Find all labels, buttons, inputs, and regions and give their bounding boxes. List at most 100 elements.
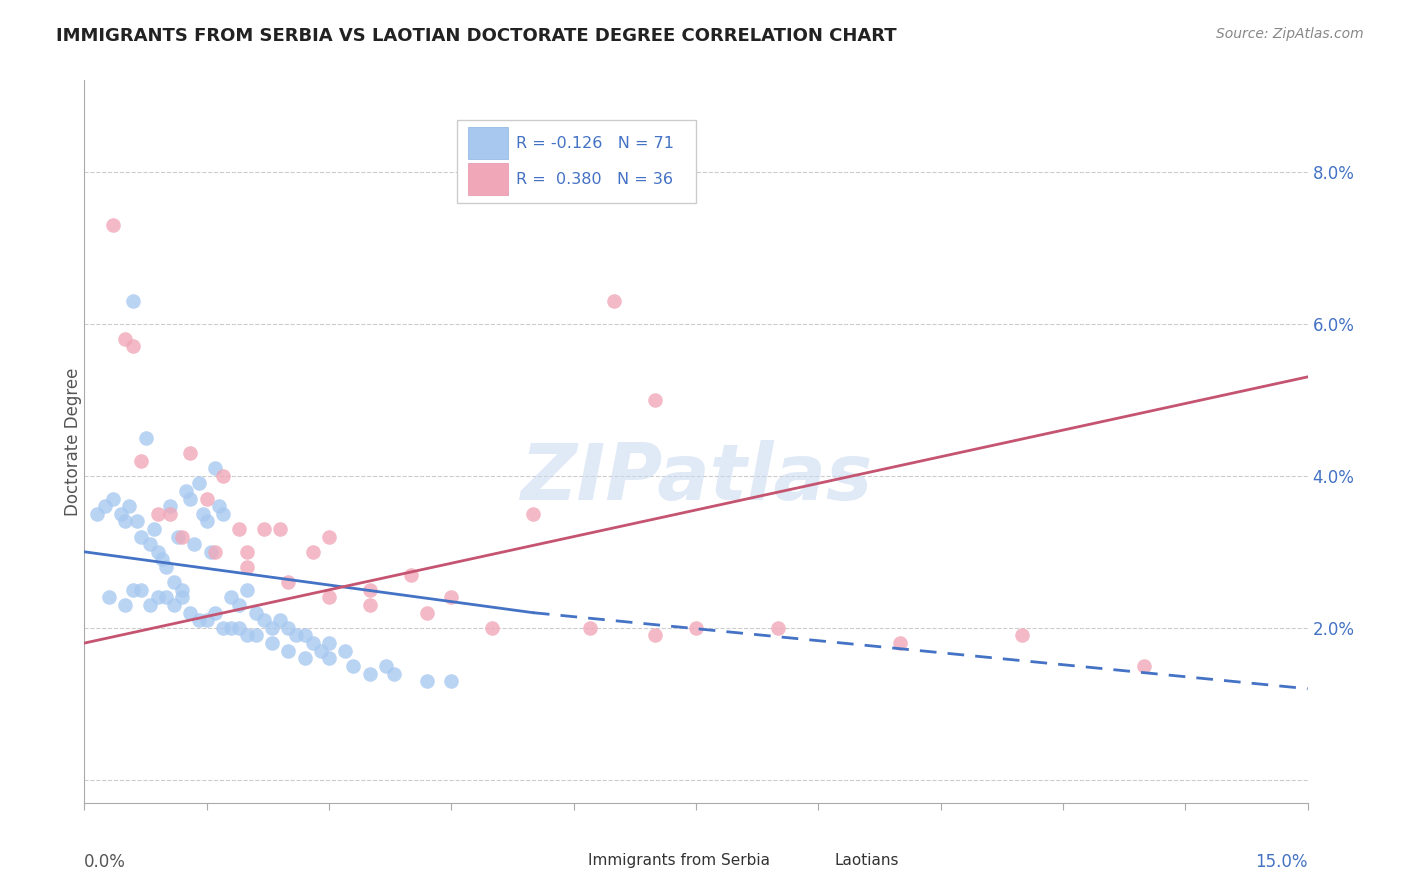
Text: IMMIGRANTS FROM SERBIA VS LAOTIAN DOCTORATE DEGREE CORRELATION CHART: IMMIGRANTS FROM SERBIA VS LAOTIAN DOCTOR… — [56, 27, 897, 45]
Point — [579, 621, 602, 635]
Text: Immigrants from Serbia: Immigrants from Serbia — [588, 853, 770, 868]
FancyBboxPatch shape — [554, 851, 583, 871]
Point — [110, 507, 132, 521]
Point — [277, 575, 299, 590]
Point — [219, 591, 242, 605]
Text: 0.0%: 0.0% — [84, 854, 127, 871]
Point — [260, 621, 283, 635]
Point — [228, 598, 250, 612]
Point — [301, 636, 323, 650]
Point — [285, 628, 308, 642]
Point — [766, 621, 789, 635]
Point — [191, 507, 214, 521]
Point — [481, 621, 503, 635]
Point — [93, 499, 115, 513]
Point — [155, 560, 177, 574]
Point — [236, 560, 259, 574]
Point — [138, 598, 160, 612]
Point — [342, 659, 364, 673]
Point — [212, 468, 235, 483]
Point — [294, 628, 316, 642]
Point — [183, 537, 205, 551]
Point — [200, 545, 222, 559]
Point — [172, 530, 194, 544]
Point — [195, 613, 218, 627]
Point — [375, 659, 398, 673]
Point — [138, 537, 160, 551]
Point — [159, 499, 181, 513]
Point — [318, 591, 340, 605]
Point — [122, 339, 145, 353]
FancyBboxPatch shape — [457, 120, 696, 203]
Point — [603, 293, 626, 308]
Point — [195, 515, 218, 529]
Text: Laotians: Laotians — [834, 853, 898, 868]
Point — [359, 582, 381, 597]
Point — [889, 636, 911, 650]
Y-axis label: Doctorate Degree: Doctorate Degree — [65, 368, 82, 516]
Point — [522, 507, 544, 521]
Point — [685, 621, 707, 635]
Point — [187, 476, 209, 491]
Point — [142, 522, 165, 536]
Point — [236, 545, 259, 559]
Point — [179, 491, 201, 506]
Point — [399, 567, 422, 582]
Point — [135, 431, 157, 445]
Point — [150, 552, 173, 566]
Point — [146, 507, 169, 521]
Point — [131, 453, 153, 467]
Point — [146, 545, 169, 559]
Point — [118, 499, 141, 513]
Point — [101, 491, 124, 506]
Point — [245, 628, 267, 642]
Point — [318, 636, 340, 650]
Point — [269, 522, 291, 536]
Point — [114, 332, 136, 346]
Point — [335, 643, 357, 657]
Point — [174, 483, 197, 498]
Point — [253, 522, 276, 536]
Point — [228, 621, 250, 635]
Point — [204, 545, 226, 559]
Point — [359, 666, 381, 681]
FancyBboxPatch shape — [468, 128, 508, 159]
Point — [204, 461, 226, 475]
Text: R = -0.126   N = 71: R = -0.126 N = 71 — [516, 136, 673, 151]
Point — [644, 628, 666, 642]
Point — [277, 643, 299, 657]
Point — [294, 651, 316, 665]
Point — [318, 651, 340, 665]
Text: R =  0.380   N = 36: R = 0.380 N = 36 — [516, 172, 673, 186]
Point — [212, 621, 235, 635]
Point — [212, 507, 235, 521]
Point — [228, 522, 250, 536]
Point — [97, 591, 120, 605]
Point — [172, 591, 194, 605]
Point — [269, 613, 291, 627]
Point — [172, 582, 194, 597]
Point — [163, 598, 186, 612]
Point — [131, 582, 153, 597]
Point — [260, 636, 283, 650]
Point — [318, 530, 340, 544]
Point — [277, 621, 299, 635]
Point — [236, 582, 259, 597]
Point — [101, 218, 124, 232]
Point — [167, 530, 190, 544]
Point — [1133, 659, 1156, 673]
Point — [131, 530, 153, 544]
Point — [440, 591, 463, 605]
Point — [253, 613, 276, 627]
Point — [127, 515, 149, 529]
Point — [236, 628, 259, 642]
Point — [416, 674, 439, 689]
Text: ZIPatlas: ZIPatlas — [520, 440, 872, 516]
Point — [382, 666, 405, 681]
Point — [1011, 628, 1033, 642]
Point — [114, 598, 136, 612]
Point — [644, 392, 666, 407]
Point — [159, 507, 181, 521]
Point — [359, 598, 381, 612]
Point — [416, 606, 439, 620]
